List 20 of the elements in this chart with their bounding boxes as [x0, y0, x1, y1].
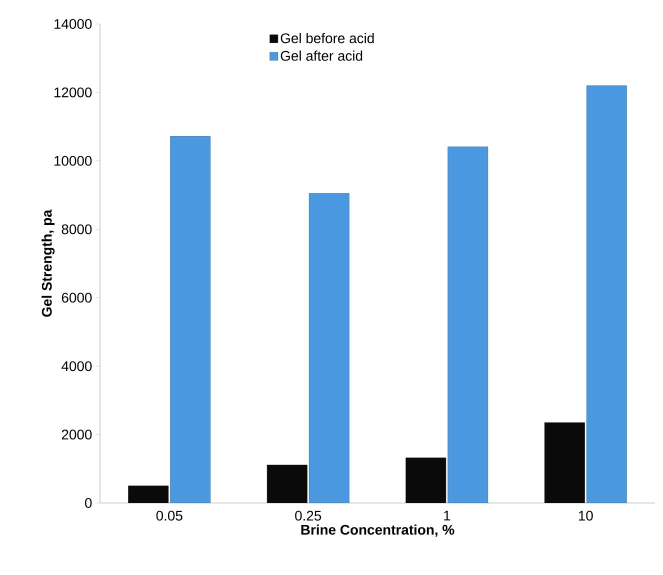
legend-label: Gel after acid — [280, 50, 362, 61]
bar — [448, 146, 488, 503]
y-tick-label: 0 — [85, 498, 92, 508]
x-axis-title: Brine Concentration, % — [301, 524, 454, 537]
x-tick-label: 0.05 — [156, 510, 182, 521]
bar — [308, 193, 350, 503]
y-tick-label: 12000 — [54, 87, 92, 98]
legend-label: Gel before acid — [280, 32, 374, 44]
bar — [586, 85, 627, 503]
y-axis-title: Gel Strength, pa — [42, 210, 55, 317]
y-tick-label: 14000 — [54, 19, 92, 29]
y-tick-label: 6000 — [62, 292, 92, 303]
y-tick-label: 8000 — [62, 224, 92, 234]
y-tick-label: 4000 — [62, 361, 92, 372]
x-tick-label: 1 — [444, 510, 450, 520]
y-tick-label: 2000 — [62, 430, 92, 440]
bar — [170, 136, 211, 503]
x-tick-label: 10 — [578, 510, 593, 521]
y-tick-label: 10000 — [54, 156, 92, 166]
x-tick-label: 0.25 — [295, 510, 322, 521]
